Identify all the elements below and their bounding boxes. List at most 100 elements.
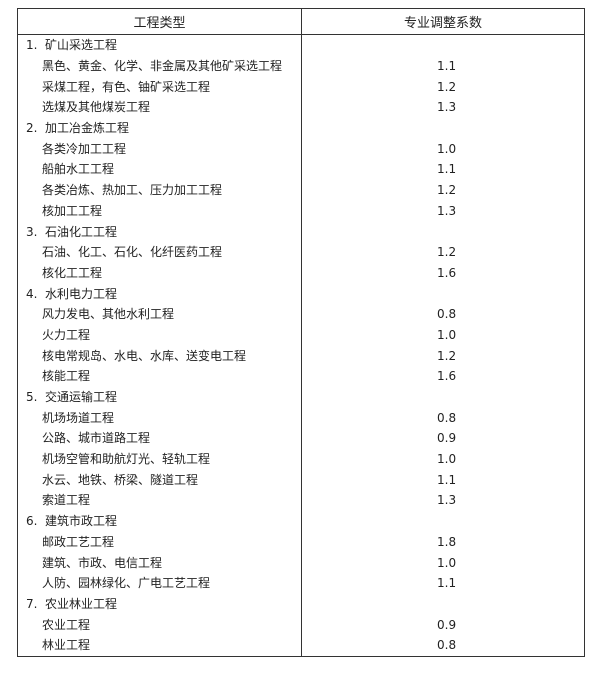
item-name: 林业工程 [42,638,91,653]
item-row: 黑色、黄金、化学、非金属及其他矿采选工程 1.1 [18,55,585,77]
item-row: 建筑、市政、电信工程 1.0 [18,552,585,573]
item-row: 采煤工程，有色、铀矿采选工程 1.2 [18,76,585,98]
empty-cell [301,283,585,304]
section-title: 矿山采选工程 [45,38,118,53]
item-row: 火力工程 1.0 [18,324,585,346]
section-number: 2. [26,121,38,136]
section-row: 6. 建筑市政工程 [18,510,585,532]
item-value: 1.0 [301,448,585,470]
section-cell: 3. 石油化工工程 [18,221,302,242]
empty-cell [301,593,585,615]
item-value: 1.1 [301,469,585,491]
item-name: 农业工程 [42,617,91,632]
item-name: 核加工工程 [42,203,103,218]
item-value: 0.9 [301,614,585,635]
item-name: 水云、地铁、桥梁、隧道工程 [42,472,199,487]
item-value: 0.8 [301,634,585,657]
item-name: 选煤及其他煤炭工程 [42,100,151,115]
item-value: 1.2 [301,76,585,98]
item-value: 1.0 [301,552,585,573]
item-name: 核电常规岛、水电、水库、送变电工程 [42,348,247,363]
item-row: 核化工工程 1.6 [18,262,585,284]
item-row: 核加工工程 1.3 [18,200,585,222]
section-cell: 7. 农业林业工程 [18,594,302,615]
header-row: 工程类型 专业调整系数 [17,8,585,35]
section-title: 交通运输工程 [45,390,118,405]
item-row: 风力发电、其他水利工程 0.8 [18,303,585,325]
item-name: 各类冶炼、热加工、压力加工工程 [42,183,223,198]
item-row: 林业工程 0.8 [18,634,585,657]
item-name: 人防、园林绿化、广电工艺工程 [42,576,211,591]
table-body: 1. 矿山采选工程 黑色、黄金、化学、非金属及其他矿采选工程 1.1 采煤工程，有色、铀… [18,34,585,657]
section-row: 1. 矿山采选工程 [18,34,585,56]
item-value: 1.2 [301,241,585,263]
item-row: 邮政工艺工程 1.8 [18,531,585,553]
section-row: 3. 石油化工工程 [18,221,585,242]
item-name: 各类冷加工工程 [42,141,127,156]
item-value: 0.9 [301,428,585,449]
item-value: 1.2 [301,179,585,201]
item-row: 石油、化工、石化、化纤医药工程 1.2 [18,241,585,263]
item-value: 1.6 [301,262,585,284]
item-row: 船舶水工工程 1.1 [18,159,585,180]
item-value: 1.3 [301,200,585,222]
item-row: 核电常规岛、水电、水库、送变电工程 1.2 [18,345,585,366]
section-row: 2. 加工冶金炼工程 [18,117,585,139]
section-number: 7. [26,596,38,611]
empty-cell [301,221,585,242]
item-row: 选煤及其他煤炭工程 1.3 [18,97,585,118]
item-value: 1.1 [301,572,585,594]
item-row: 索道工程 1.3 [18,490,585,511]
section-cell: 4. 水利电力工程 [18,283,302,304]
section-number: 4. [26,286,38,301]
section-cell: 5. 交通运输工程 [18,387,302,408]
item-value: 1.3 [301,490,585,511]
item-name: 风力发电、其他水利工程 [42,307,175,322]
item-value: 1.6 [301,366,585,387]
section-title: 加工冶金炼工程 [45,121,130,136]
item-value: 1.8 [301,531,585,553]
item-name: 机场场道工程 [42,410,115,425]
item-name: 采煤工程，有色、铀矿采选工程 [42,79,211,94]
section-cell: 6. 建筑市政工程 [18,511,302,532]
item-name: 公路、城市道路工程 [42,431,151,446]
item-name: 船舶水工工程 [42,162,115,177]
coefficient-table: 工程类型 专业调整系数 1. 矿山采选工程黑色、黄金、化学、非金属及其他矿采选工程… [17,8,585,657]
item-row: 各类冶炼、热加工、压力加工工程 1.2 [18,179,585,201]
item-value: 1.1 [301,55,585,77]
section-number: 3. [26,224,38,239]
item-row: 水云、地铁、桥梁、隧道工程 1.1 [18,469,585,491]
item-name: 机场空管和助航灯光、轻轨工程 [42,452,211,467]
item-name: 黑色、黄金、化学、非金属及其他矿采选工程 [42,59,283,74]
section-title: 农业林业工程 [45,596,118,611]
empty-cell [301,510,585,532]
item-value: 1.1 [301,159,585,180]
item-name: 核化工工程 [42,265,103,280]
section-row: 7. 农业林业工程 [18,593,585,615]
item-name: 索道工程 [42,493,91,508]
section-number: 1. [26,38,38,53]
item-value: 0.8 [301,407,585,429]
item-row: 公路、城市道路工程 0.9 [18,428,585,449]
item-row: 各类冷加工工程 1.0 [18,138,585,160]
item-row: 机场场道工程 0.8 [18,407,585,429]
section-row: 4. 水利电力工程 [18,283,585,304]
header-cell: 工程类型 [17,8,302,35]
item-name: 核能工程 [42,369,91,384]
empty-cell [301,386,585,408]
section-title: 水利电力工程 [45,286,118,301]
item-row: 机场空管和助航灯光、轻轨工程 1.0 [18,448,585,470]
item-row: 核能工程 1.6 [18,366,585,387]
item-value: 1.2 [301,345,585,366]
item-name: 石油、化工、石化、化纤医药工程 [42,245,223,260]
item-name: 邮政工艺工程 [42,534,115,549]
item-value: 1.3 [301,97,585,118]
section-title: 建筑市政工程 [45,514,118,529]
section-number: 6. [26,514,38,529]
section-title: 石油化工工程 [45,224,118,239]
item-value: 1.0 [301,138,585,160]
section-number: 5. [26,390,38,405]
section-cell: 2. 加工冶金炼工程 [18,118,302,139]
item-name: 火力工程 [42,327,91,342]
